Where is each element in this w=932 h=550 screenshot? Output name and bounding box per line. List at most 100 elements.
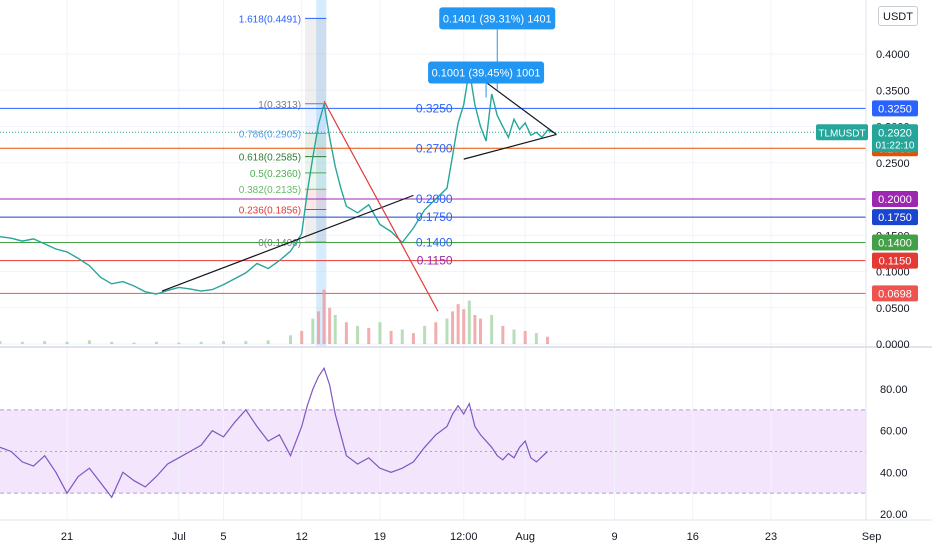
price-axis-tick-label: 0.0500 — [876, 303, 910, 315]
fib-level-label: 0.236(0.1856) — [239, 205, 301, 216]
price-axis-tick-label: 0.1000 — [876, 267, 910, 279]
volume-bar — [490, 315, 494, 344]
price-level-badge-label: 0.1400 — [878, 238, 912, 250]
trendline[interactable] — [161, 194, 414, 292]
price-level-badge-label: 0.1750 — [878, 212, 912, 224]
volume-bar — [473, 315, 477, 344]
rsi-axis-tick-label: 60.00 — [880, 426, 908, 438]
measure-callout-box[interactable] — [439, 7, 556, 30]
fib-zone — [305, 209, 327, 243]
volume-bar — [400, 329, 404, 344]
volume-bar — [467, 300, 471, 344]
volume-bar — [478, 318, 482, 344]
price-level-badge-label: 0.0698 — [878, 288, 912, 300]
volume-bar — [221, 341, 225, 344]
fib-zone — [305, 156, 327, 173]
fib-level-label: 0.5(0.2360) — [250, 169, 301, 180]
rsi-series[interactable] — [0, 366, 548, 499]
volume-bar — [356, 325, 360, 344]
volume-bar — [434, 322, 438, 344]
volume-bar — [266, 340, 270, 344]
volume-bar — [523, 330, 527, 344]
volume-bar — [289, 335, 293, 344]
fib-zone — [305, 103, 327, 134]
time-axis-tick-label: 23 — [765, 531, 777, 543]
countdown-label: 01:22:10 — [876, 140, 915, 151]
price-axis-tick-label: 0.0000 — [876, 339, 910, 351]
volume-bar — [20, 341, 24, 344]
volume-bar — [199, 341, 203, 344]
volume-bar — [132, 342, 136, 344]
volume-bar — [0, 341, 2, 344]
time-axis-tick-label: 5 — [220, 531, 226, 543]
fib-zone — [305, 133, 327, 157]
trendline[interactable] — [323, 100, 439, 312]
volume-bar — [512, 329, 516, 344]
volume-bar — [451, 311, 455, 344]
volume-bar — [411, 333, 415, 344]
fib-zone — [305, 18, 327, 104]
fib-level-label: 1.618(0.4491) — [239, 14, 301, 25]
volume-bar — [328, 307, 332, 344]
time-axis-tick-label: Jul — [172, 531, 186, 543]
level-annotation: 0.1400 — [416, 236, 453, 250]
price-level-badge[interactable] — [872, 191, 918, 207]
volume-bar — [110, 341, 114, 344]
fib-level-label: 0.786(0.2905) — [239, 129, 301, 140]
price-level-badge[interactable] — [872, 234, 918, 251]
symbol-badge[interactable] — [816, 124, 868, 141]
volume-bar — [316, 311, 320, 344]
volume-bar — [154, 341, 158, 344]
level-annotation: 0.2000 — [416, 192, 453, 206]
volume-bar — [43, 341, 47, 344]
time-axis-tick-label: Aug — [515, 531, 535, 543]
fib-level-label: 1(0.3313) — [258, 100, 301, 111]
price-series[interactable] — [0, 69, 554, 295]
price-axis-tick-label: 0.2500 — [876, 158, 910, 170]
time-axis-tick-label: 19 — [374, 531, 386, 543]
volume-bar — [546, 336, 550, 344]
volume-bar — [534, 333, 538, 344]
currency-unit[interactable]: USDT — [878, 6, 918, 26]
fib-level-label: 0(0.1406) — [258, 238, 301, 249]
volume-bar — [311, 318, 315, 344]
volume-bar — [456, 304, 460, 344]
level-annotation: 0.1750 — [416, 210, 453, 224]
volume-bar — [378, 322, 382, 344]
measure-callout-box[interactable] — [428, 61, 545, 84]
fib-level-label: 0.382(0.2135) — [239, 185, 301, 196]
measure-callout-label: 0.1001 (39.45%) 1001 — [432, 67, 541, 79]
level-annotation: 0.1150 — [417, 254, 453, 268]
last-price-badge[interactable] — [872, 124, 918, 153]
price-axis-tick-label: 0.4000 — [876, 49, 910, 61]
volume-bar — [322, 289, 326, 344]
price-level-badge-label: 0.3250 — [878, 103, 912, 115]
symbol-badge-label: TLMUSDT — [818, 128, 865, 139]
price-level-badge-label: 0.2000 — [878, 194, 912, 206]
volume-bar — [344, 322, 348, 344]
time-axis-tick-label: Sep — [862, 531, 882, 543]
rsi-axis-tick-label: 20.00 — [880, 509, 908, 521]
trendline[interactable] — [463, 133, 557, 160]
last-price-badge-label: 0.2920 — [878, 127, 912, 139]
rsi-axis-tick-label: 40.00 — [880, 467, 908, 479]
volume-bar — [367, 328, 371, 344]
price-level-badge[interactable] — [872, 285, 918, 302]
volume-bar — [423, 325, 427, 344]
measure-callout-label: 0.1401 (39.31%) 1401 — [443, 13, 552, 25]
volume-bar — [389, 330, 393, 344]
price-level-badge[interactable] — [872, 252, 918, 269]
time-axis-tick-label: 9 — [612, 531, 618, 543]
time-axis-tick-label: 21 — [61, 531, 73, 543]
price-level-badge[interactable] — [872, 100, 918, 117]
volume-bar — [300, 330, 304, 344]
volume-bar — [501, 325, 505, 344]
time-axis-tick-label: 12 — [296, 531, 308, 543]
price-level-badge[interactable] — [872, 209, 918, 226]
price-axis-tick-label: 0.3500 — [876, 85, 910, 97]
rsi-axis-tick-label: 80.00 — [880, 384, 908, 396]
volume-bar — [333, 315, 337, 344]
time-axis-tick-label: 16 — [687, 531, 699, 543]
